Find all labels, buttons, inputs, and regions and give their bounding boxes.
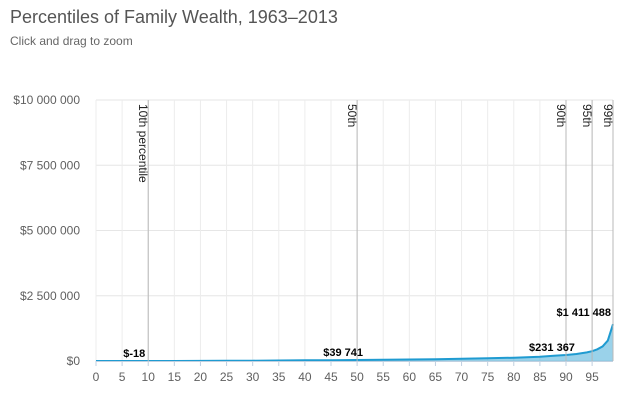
data-label: $231 367 <box>529 342 575 354</box>
x-tick-label: 5 <box>119 370 126 384</box>
x-tick-label: 15 <box>168 370 182 384</box>
data-labels: $-18 $39 741 $231 367 $1 411 488 <box>123 307 611 360</box>
x-tick-label: 85 <box>533 370 547 384</box>
y-tick-label: $10 000 000 <box>13 93 80 107</box>
x-tick-label: 40 <box>298 370 312 384</box>
percentile-label: 90th <box>554 104 568 127</box>
x-tick-label: 70 <box>455 370 469 384</box>
x-tick-label: 25 <box>220 370 234 384</box>
percentile-label: 10th percentile <box>136 104 150 183</box>
percentile-label: 95th <box>580 104 594 127</box>
x-tick-label: 90 <box>559 370 573 384</box>
y-grid <box>96 99 613 362</box>
series-area <box>96 324 613 361</box>
x-tick-label: 95 <box>585 370 599 384</box>
x-tick-label: 20 <box>194 370 208 384</box>
series-layer <box>96 323 614 362</box>
data-label: $39 741 <box>323 347 363 359</box>
x-tick-label: 50 <box>350 370 364 384</box>
series-line <box>96 323 614 362</box>
y-tick-label: $7 500 000 <box>20 158 80 172</box>
chart-title: Percentiles of Family Wealth, 1963–2013 <box>10 7 338 27</box>
x-tick-label: 45 <box>324 370 338 384</box>
percentile-label: 99th <box>601 104 615 127</box>
x-tick-label: 75 <box>481 370 495 384</box>
x-tick-label: 55 <box>377 370 391 384</box>
y-tick-label: $5 000 000 <box>20 224 80 238</box>
x-tick-label: 60 <box>403 370 417 384</box>
x-tick-label: 0 <box>93 370 100 384</box>
x-axis: 0 5 10 15 20 25 30 35 40 45 50 55 60 65 70 75 80 85 90 95 <box>93 361 613 384</box>
data-label: $-18 <box>123 348 145 360</box>
x-tick-label: 35 <box>272 370 286 384</box>
percentile-label: 50th <box>345 104 359 127</box>
x-tick-label: 80 <box>507 370 521 384</box>
y-axis: $0 $2 500 000 $5 000 000 $7 500 000 $10 000 … <box>13 93 80 368</box>
plot-lines: 10th percentile 50th 90th 95th 99th <box>136 100 615 361</box>
x-tick-label: 30 <box>246 370 260 384</box>
y-tick-label: $0 <box>67 354 81 368</box>
y-tick-label: $2 500 000 <box>20 289 80 303</box>
data-label: $1 411 488 <box>557 307 611 319</box>
x-tick-label: 65 <box>429 370 443 384</box>
chart-subtitle: Click and drag to zoom <box>10 34 133 48</box>
x-tick-label: 10 <box>142 370 156 384</box>
